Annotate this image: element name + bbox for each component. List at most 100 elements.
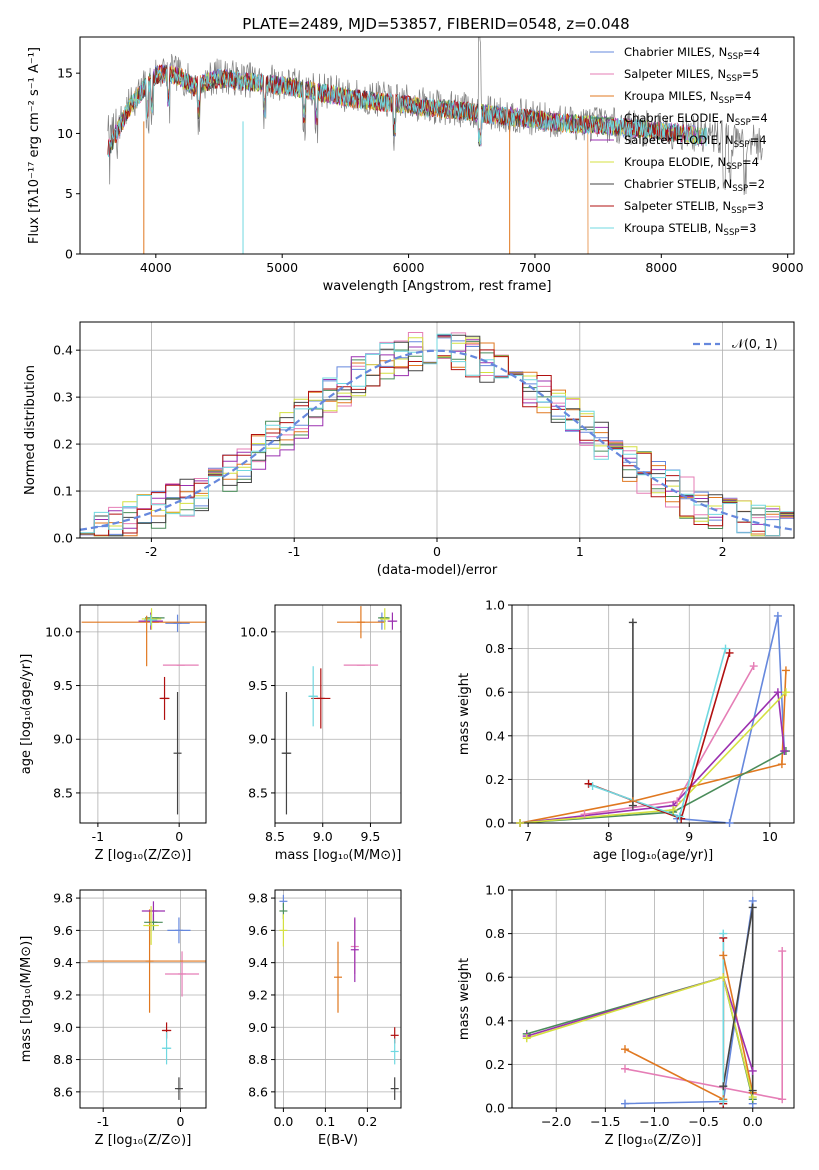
tick-label-y: 0.4 (485, 728, 505, 743)
tick-label-y: 0.4 (485, 1013, 505, 1028)
axes-box (274, 889, 402, 1109)
y-axis-label: Flux [fλ10⁻¹⁷ erg cm⁻² s⁻¹ A⁻¹] (27, 47, 42, 244)
legend-label: Salpeter STELIB, NSSP=3 (624, 199, 764, 216)
weight-marker (719, 1082, 728, 1091)
tick-label-x: 8.5 (265, 829, 285, 844)
tick-label-x: 0.0 (743, 1114, 763, 1129)
tick-label-x: 1 (576, 544, 584, 559)
tick-label-y: 0.0 (485, 1101, 505, 1116)
tick-label-x: -1 (97, 1114, 109, 1129)
weight-line (526, 976, 754, 1098)
tick-label-y: 9.4 (248, 955, 268, 970)
tick-label-y: 9.0 (53, 732, 73, 747)
axes-box (511, 604, 795, 824)
tick-label-x: 0 (433, 544, 441, 559)
tick-label-x: 9000 (772, 260, 804, 275)
tick-label-x: 7 (524, 829, 532, 844)
tick-label-y: 0.4 (53, 343, 73, 358)
tick-label-y: 8.8 (53, 1052, 73, 1067)
tick-label-y: 0.6 (485, 970, 505, 985)
weight-marker (748, 1086, 757, 1095)
legend-label: Salpeter ELODIE, NSSP=4 (624, 133, 767, 150)
weight-marker (773, 611, 782, 620)
weight-marker (748, 903, 757, 912)
tick-label-y: 8.8 (248, 1052, 268, 1067)
tick-label-x: 5000 (266, 260, 298, 275)
weight-marker (773, 688, 782, 697)
legend-label: Chabrier STELIB, NSSP=2 (624, 177, 765, 194)
tick-label-y: 8.6 (53, 1084, 73, 1099)
tick-label-x: 8000 (645, 260, 677, 275)
weight-marker (628, 801, 637, 810)
weight-marker (516, 819, 525, 827)
x-axis-label: Z [log₁₀(Z/Z⊙)] (95, 848, 192, 863)
tick-label-y: 15 (57, 66, 73, 81)
tick-label-x: 7000 (519, 260, 551, 275)
tick-label-x: 0.2 (357, 1114, 377, 1129)
plot-area (512, 890, 794, 1108)
tick-label-x: 10 (762, 829, 778, 844)
tick-label-y: 0.6 (485, 685, 505, 700)
weight-marker (725, 819, 734, 827)
weight-marker (620, 1099, 629, 1108)
tick-label-x: 9.5 (361, 829, 381, 844)
axes-frame: 8.5 9.0 9.5 8.5 9.0 9.5 10.0 mass [log₁₀(M/M⊙)] (240, 604, 402, 863)
tick-label-y: 9.2 (53, 987, 73, 1002)
tick-label-x: 0 (175, 829, 183, 844)
tick-label-x: 8 (605, 829, 613, 844)
weight-marker (669, 805, 678, 814)
weight-marker (781, 688, 790, 697)
axes-frame: 4000 5000 6000 7000 8000 9000 0 5 10 15 wavelength… (27, 36, 804, 294)
legend-label: Chabrier ELODIE, NSSP=4 (624, 111, 768, 128)
y-axis-label: mass weight (457, 673, 472, 755)
tick-label-y: 0.0 (485, 816, 505, 831)
tick-label-y: 0.2 (53, 437, 73, 452)
histogram-8 (80, 333, 794, 537)
panel-spectrum: 4000 5000 6000 7000 8000 9000 0 5 10 15 wavelength… (27, 36, 804, 294)
weight-line (519, 670, 787, 823)
tick-label-y: 10.0 (45, 624, 73, 639)
weight-marker (522, 1034, 531, 1043)
tick-label-y: 8.5 (248, 785, 268, 800)
tick-label-y: 9.0 (248, 1020, 268, 1035)
panel-age_vs_mass: 8.5 9.0 9.5 8.5 9.0 9.5 10.0 mass [log₁₀(M/M⊙)] (240, 604, 402, 863)
x-axis-label: age [log₁₀(age/yr)] (593, 848, 714, 863)
weight-marker (780, 747, 789, 756)
y-axis-label: Normed distribution (23, 365, 38, 495)
tick-label-x: 9.0 (313, 829, 333, 844)
axes-box (511, 889, 795, 1109)
panel-mass_vs_z: -1 0 8.6 8.8 9.0 9.2 9.4 9.6 9.8 Z [log₁₀(Z/Z⊙)] m… (19, 889, 207, 1148)
axes-frame: -1 0 8.6 8.8 9.0 9.2 9.4 9.6 9.8 Z [log₁₀(Z/Z⊙)] m… (19, 889, 207, 1148)
tick-label-x: −0.5 (688, 1114, 718, 1129)
tick-label-y: 9.0 (248, 732, 268, 747)
weight-line (520, 691, 787, 823)
y-axis-label: age [log₁₀(age/yr)] (19, 654, 34, 775)
x-axis-label: mass [log₁₀(M/M⊙)] (275, 848, 402, 863)
tick-label-x: −1.0 (639, 1114, 669, 1129)
tick-label-y: 1.0 (485, 598, 505, 613)
tick-label-y: 9.5 (248, 678, 268, 693)
axes-frame: 7 8 9 10 0.0 0.2 0.4 0.6 0.8 1.0 age [log₁₀(age/yr… (457, 598, 795, 863)
legend-label: Kroupa STELIB, NSSP=3 (624, 221, 756, 238)
panel-age_vs_z: -1 0 8.5 9.0 9.5 10.0 Z [log₁₀(Z/Z⊙)] age [log₁… (19, 604, 207, 863)
axes-box (79, 36, 795, 255)
weight-marker (620, 1064, 629, 1073)
tick-label-y: 0.8 (485, 641, 505, 656)
plot-area (80, 605, 206, 823)
plot-area (275, 605, 401, 823)
weight-marker (749, 662, 758, 671)
tick-label-y: 0.2 (485, 772, 505, 787)
plot-area (80, 322, 794, 538)
x-axis-label: Z [log₁₀(Z/Z⊙)] (95, 1133, 192, 1148)
legend-label: 𝒩(0, 1) (732, 336, 778, 351)
tick-label-x: −2.0 (541, 1114, 571, 1129)
weight-marker (675, 812, 684, 821)
spectrum-model-line (107, 68, 708, 158)
tick-label-y: 9.6 (248, 923, 268, 938)
weight-line (520, 690, 786, 823)
tick-label-y: 9.8 (248, 891, 268, 906)
tick-label-x: 9 (685, 829, 693, 844)
tick-label-x: 0.1 (315, 1114, 335, 1129)
x-axis-label: E(B-V) (318, 1133, 358, 1148)
